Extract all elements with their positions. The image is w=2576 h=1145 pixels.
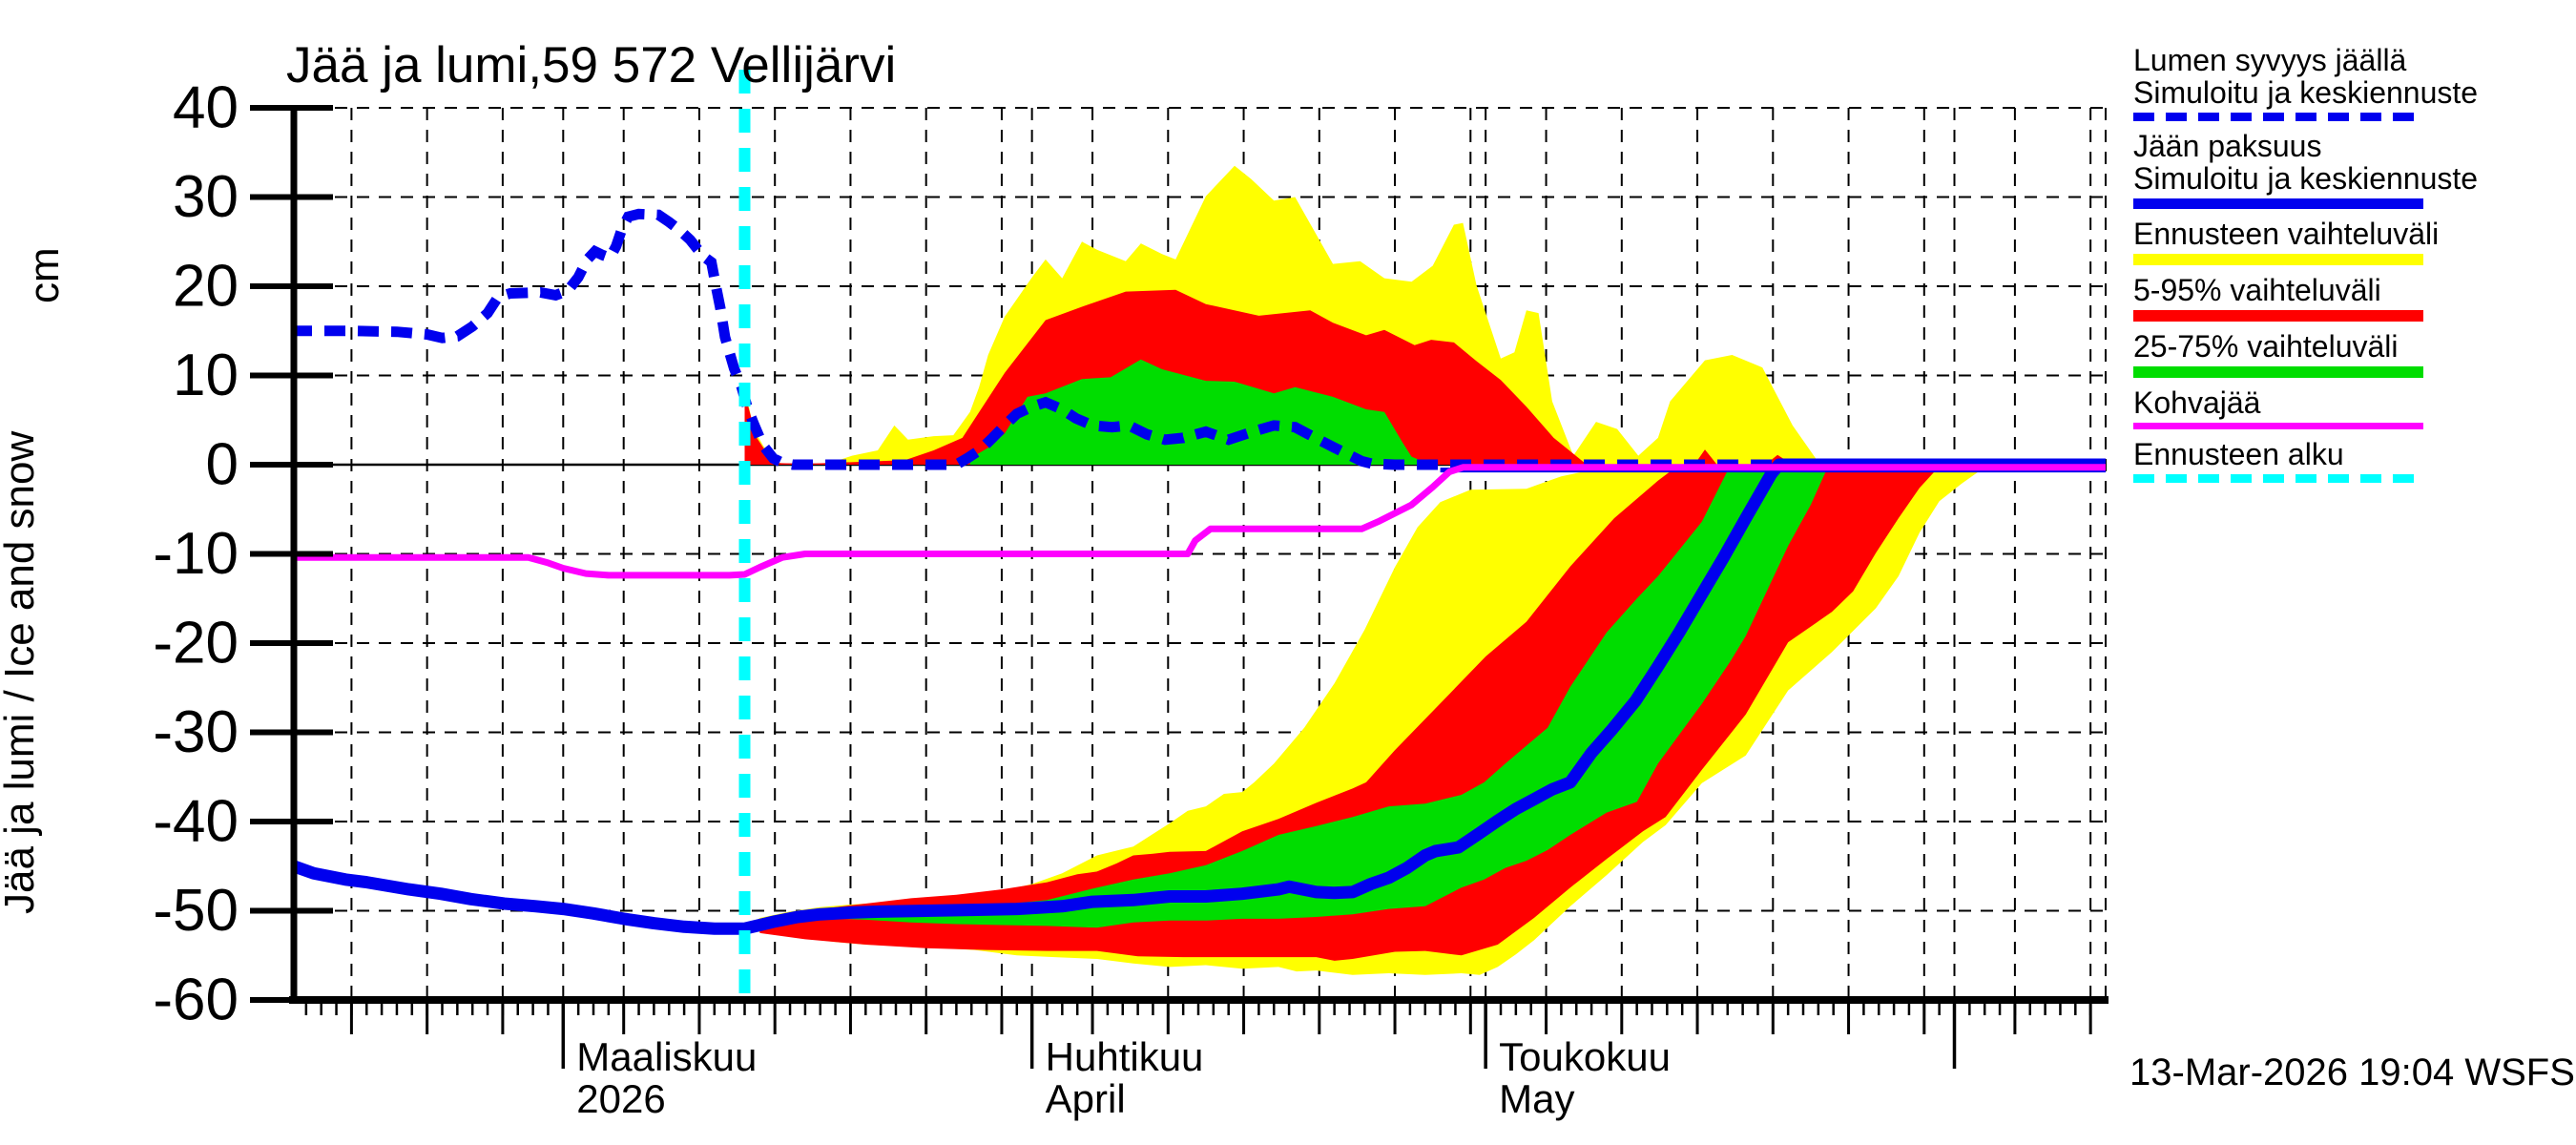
band-range_5_95_ice (759, 465, 1942, 961)
x-month-sublabel: April (1046, 1076, 1126, 1121)
legend-label: Lumen syvyys jäällä (2133, 43, 2407, 77)
chart-title: Jää ja lumi,59 572 Vellijärvi (286, 37, 897, 94)
legend-item-6: Kohvajää (2133, 386, 2448, 429)
legend-label: 5-95% vaihteluväli (2133, 273, 2381, 307)
y-tick-label: -10 (153, 521, 239, 587)
band-range_5_95_snow (744, 289, 1793, 465)
x-month-label: Huhtikuu (1046, 1034, 1204, 1079)
legend-label: Ennusteen vaihteluväli (2133, 217, 2440, 251)
y-tick-label: -60 (153, 968, 239, 1033)
line-ice-thickness-median (291, 458, 2106, 935)
legend-item-1: Lumen syvyys jäällä Simuloitu ja keskienn… (2133, 43, 2479, 121)
legend-item-4: 5-95% vaihteluväli (2133, 274, 2448, 322)
legend-swatch-solid-line (2133, 198, 2423, 209)
legend-item-3: Ennusteen vaihteluväli (2133, 218, 2448, 265)
legend-label: Jään paksuus (2133, 129, 2322, 163)
line-kohvajaa (291, 464, 2106, 579)
legend-swatch-solid-line (2133, 423, 2423, 429)
x-month-sublabel: 2026 (576, 1076, 665, 1121)
legend: Lumen syvyys jäällä Simuloitu ja keskienn… (2133, 43, 2479, 491)
legend-swatch-dashed-line (2133, 113, 2423, 121)
y-tick-label: -40 (153, 789, 239, 855)
legend-item-7: Ennusteen alku (2133, 438, 2448, 483)
y-tick-label: 40 (173, 75, 239, 141)
y-axis-unit-label: cm (21, 247, 68, 303)
legend-swatch-dashed-line (2133, 474, 2423, 483)
legend-label: Ennusteen alku (2133, 437, 2344, 471)
y-tick-label: -20 (153, 611, 239, 677)
x-month-label: Maaliskuu (576, 1034, 757, 1079)
x-month-sublabel: May (1499, 1076, 1574, 1121)
legend-label: Simuloitu ja keskiennuste (2133, 161, 2479, 196)
y-tick-label: 10 (173, 343, 239, 408)
y-tick-label: 0 (206, 432, 239, 498)
legend-swatch-solid-line (2133, 310, 2423, 322)
legend-swatch-solid-line (2133, 254, 2423, 265)
timestamp-watermark: 13-Mar-2026 19:04 WSFS-P (2129, 1051, 2576, 1093)
legend-item-2: Jään paksuus Simuloitu ja keskiennuste (2133, 129, 2479, 209)
y-tick-label: 20 (173, 254, 239, 320)
band-range_25_75_snow (969, 359, 1432, 465)
legend-label: 25-75% vaihteluväli (2133, 329, 2399, 364)
y-tick-label: 30 (173, 164, 239, 230)
legend-swatch-solid-line (2133, 366, 2423, 378)
y-tick-label: -50 (153, 878, 239, 944)
legend-label: Simuloitu ja keskiennuste (2133, 75, 2479, 110)
band-range_25_75_ice (820, 465, 1829, 928)
x-month-label: Toukokuu (1499, 1034, 1671, 1079)
legend-item-5: 25-75% vaihteluväli (2133, 330, 2448, 378)
y-tick-label: -30 (153, 699, 239, 765)
y-axis-label: Jää ja lumi / Ice and snow (0, 430, 43, 914)
legend-label: Kohvajää (2133, 385, 2261, 420)
